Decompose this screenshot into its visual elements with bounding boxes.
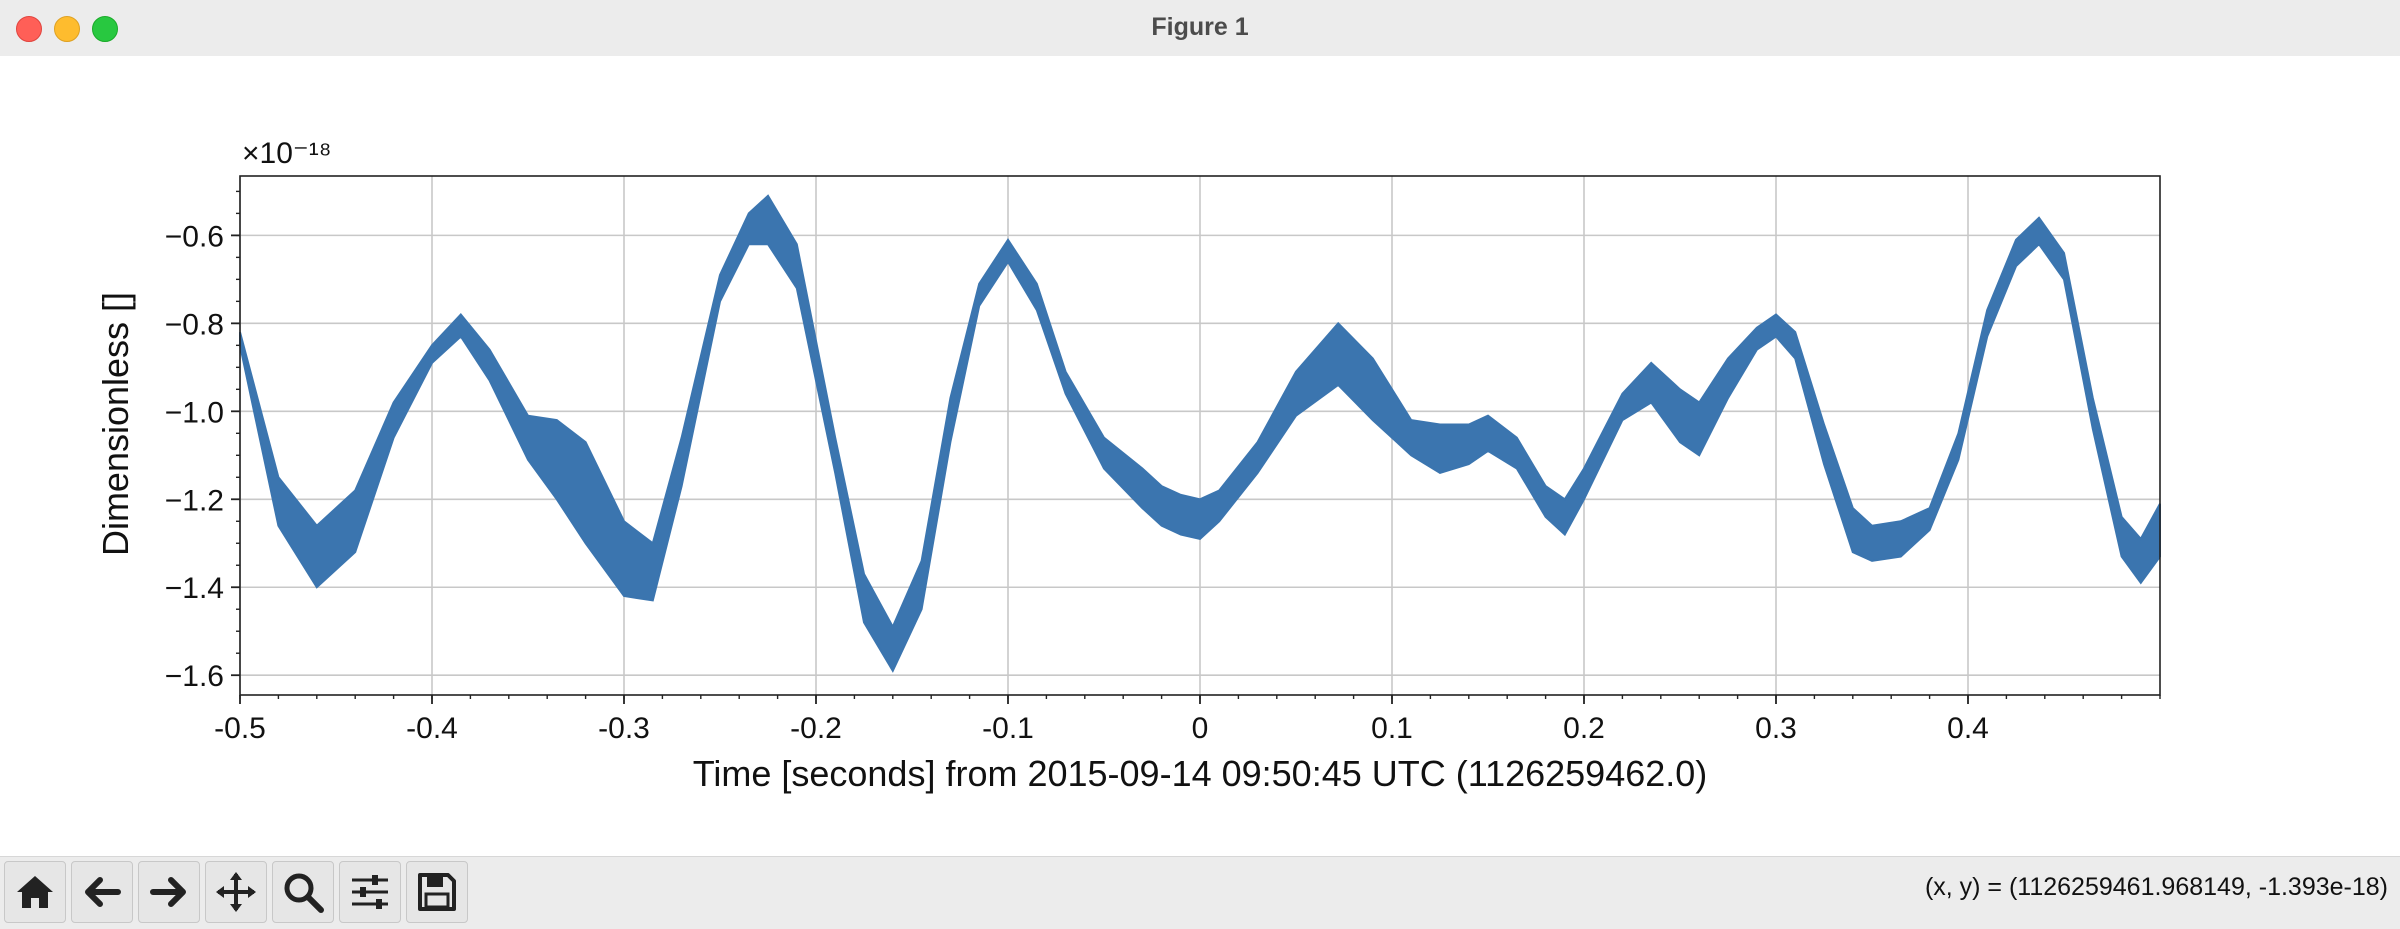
x-axis-label: Time [seconds] from 2015-09-14 09:50:45 … xyxy=(693,753,1708,794)
y-tick-label: −1.2 xyxy=(165,484,224,517)
window-title: Figure 1 xyxy=(1151,13,1249,41)
window-titlebar: Figure 1 xyxy=(0,0,2400,57)
minimize-window-button[interactable] xyxy=(54,16,80,42)
back-button[interactable] xyxy=(71,861,133,923)
y-tick-label: −1.6 xyxy=(165,660,224,693)
axes: -0.5 -0.4 -0.3 -0.2 -0.1 0 0.1 0.2 0.3 0.4 −0.6 −0.… xyxy=(165,175,2161,745)
save-button[interactable] xyxy=(406,861,468,923)
strain-chart: -0.5 -0.4 -0.3 -0.2 -0.1 0 0.1 0.2 0.3 0.4 −0.6 −0.… xyxy=(95,137,2161,794)
navigation-toolbar: (x, y) = (1126259461.968149, -1.393e-18) xyxy=(0,856,2400,929)
home-button[interactable] xyxy=(4,861,66,923)
arrow-left-icon xyxy=(85,877,121,907)
x-tick-label: 0.2 xyxy=(1563,712,1605,745)
y-tick-label: −1.4 xyxy=(165,572,224,605)
magnifier-icon xyxy=(284,873,324,913)
x-tick-label: -0.5 xyxy=(214,712,266,745)
y-tick-label: −0.6 xyxy=(165,220,224,253)
close-window-button[interactable] xyxy=(16,16,42,42)
y-axis-label: Dimensionless [] xyxy=(95,292,136,556)
x-tick-label: 0 xyxy=(1192,712,1209,745)
arrow-right-icon xyxy=(150,877,186,907)
sliders-icon xyxy=(352,875,388,909)
configure-subplots-button[interactable] xyxy=(339,861,401,923)
pan-button[interactable] xyxy=(205,861,267,923)
y-tick-label: −0.8 xyxy=(165,308,224,341)
forward-button[interactable] xyxy=(138,861,200,923)
home-icon xyxy=(17,876,53,908)
x-tick-label: -0.2 xyxy=(790,712,842,745)
y-axis-multiplier: ×10⁻¹⁸ xyxy=(242,137,331,170)
floppy-disk-icon xyxy=(418,873,456,911)
cursor-coordinates: (x, y) = (1126259461.968149, -1.393e-18) xyxy=(1924,873,2388,901)
x-tick-label: -0.1 xyxy=(982,712,1034,745)
x-tick-label: 0.4 xyxy=(1947,712,1989,745)
move-icon xyxy=(216,872,256,912)
x-tick-label: 0.1 xyxy=(1371,712,1413,745)
x-tick-label: -0.4 xyxy=(406,712,458,745)
figure-canvas[interactable]: -0.5 -0.4 -0.3 -0.2 -0.1 0 0.1 0.2 0.3 0.4 −0.6 −0.… xyxy=(0,56,2400,856)
maximize-window-button[interactable] xyxy=(92,16,118,42)
zoom-button[interactable] xyxy=(272,861,334,923)
x-tick-label: 0.3 xyxy=(1755,712,1797,745)
x-tick-label: -0.3 xyxy=(598,712,650,745)
y-tick-label: −1.0 xyxy=(165,396,224,429)
